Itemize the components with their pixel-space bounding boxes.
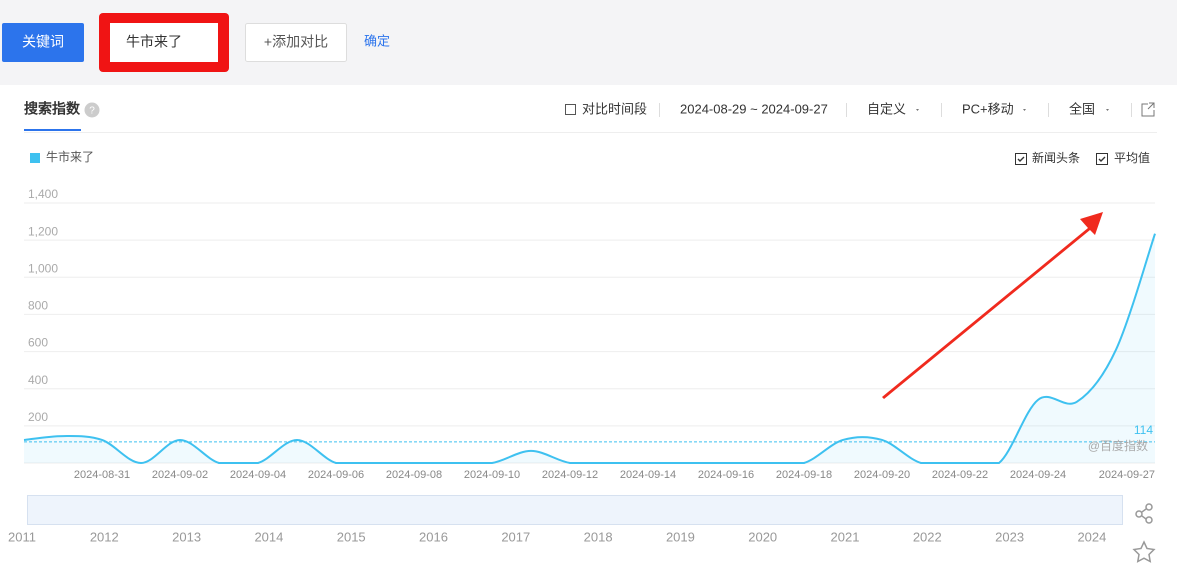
add-compare-button[interactable]: [245, 23, 347, 62]
x-tick-label: 2024-09-10: [464, 469, 520, 481]
checkbox[interactable]: [1096, 153, 1108, 165]
timeline-year: 2022: [913, 529, 942, 544]
keyword-button[interactable]: [2, 23, 84, 62]
share-icon[interactable]: [1135, 503, 1153, 524]
timeline-years: 2011 2012 2013 2014 2015 2016 2017 2018 2019 2020…: [8, 529, 1106, 544]
y-tick-label: 400: [28, 373, 48, 387]
y-tick-label: 200: [28, 410, 48, 424]
device-select[interactable]: PC+移动: [962, 101, 1014, 116]
region-select[interactable]: 全国: [1069, 101, 1095, 116]
timeline-year: 2023: [995, 529, 1024, 544]
x-tick-label: 2024-09-24: [1010, 469, 1066, 481]
date-range[interactable]: 2024-08-29 ~ 2024-09-27: [680, 101, 828, 116]
favorite-icon[interactable]: [1132, 540, 1156, 563]
compare-period[interactable]: 对比时间段: [582, 101, 647, 116]
timeline-year: 2020: [748, 529, 777, 544]
x-tick-label: 2024-09-14: [620, 469, 676, 481]
add-compare-text: +添加对比: [264, 34, 328, 50]
timeline-year: 2024: [1077, 529, 1106, 544]
checkbox[interactable]: [1015, 153, 1027, 165]
timeline-year: 2016: [419, 529, 448, 544]
y-tick-label: 600: [28, 336, 48, 350]
timeline-year: 2015: [337, 529, 366, 544]
x-tick-label: 2024-09-16: [698, 469, 754, 481]
timeline-year: 2014: [254, 529, 283, 544]
confirm-link[interactable]: 确定: [364, 33, 390, 48]
timeline-year: 2021: [831, 529, 860, 544]
x-tick-label: 2024-09-02: [152, 469, 208, 481]
y-tick-label: 1,200: [28, 224, 58, 238]
x-tick-label: 2024-09-20: [854, 469, 910, 481]
dropdown-arrow: [1023, 109, 1026, 111]
x-tick-label: 2024-09-27: [1099, 469, 1155, 481]
line: [23, 233, 1156, 465]
y-tick-label: 800: [28, 299, 48, 313]
keyword-input[interactable]: [110, 23, 218, 62]
timeline-year: 2013: [172, 529, 201, 544]
legend-swatch: [30, 153, 40, 163]
average-label: 114: [1134, 423, 1153, 437]
timeline-year: 2011: [8, 529, 36, 544]
annotation-arrow: [882, 212, 1103, 399]
timeline-brush[interactable]: [27, 495, 1123, 525]
checkbox[interactable]: [565, 104, 576, 115]
x-tick-label: 2024-09-18: [776, 469, 832, 481]
export-icon[interactable]: [1141, 102, 1155, 117]
keyword-text: 牛市来了: [126, 34, 182, 50]
dropdown-arrow: [916, 109, 919, 111]
plot: 200 400 600 800 1,000 1,200 1,400 2024-08-31 202…: [23, 187, 1156, 481]
legend-label: 牛市来了: [46, 149, 94, 164]
y-tick-label: 1,000: [28, 261, 58, 275]
help-icon-mark: ?: [89, 106, 95, 117]
x-tick-label: 2024-09-22: [932, 469, 988, 481]
area: [24, 233, 1155, 463]
watermark: @百度指数: [1088, 438, 1148, 453]
custom-select[interactable]: 自定义: [867, 101, 906, 116]
average-option[interactable]: 平均值: [1114, 150, 1150, 165]
tab-active[interactable]: 搜索指数: [24, 101, 81, 117]
help-icon[interactable]: [84, 102, 100, 118]
x-tick-label: 2024-08-31: [74, 469, 130, 481]
timeline-year: 2018: [584, 529, 613, 544]
dropdown-arrow: [1106, 109, 1109, 111]
check-mark: [1098, 156, 1106, 162]
x-tick-label: 2024-09-06: [308, 469, 364, 481]
news-option[interactable]: 新闻头条: [1032, 150, 1080, 165]
timeline-year: 2012: [90, 529, 119, 544]
x-tick-label: 2024-09-04: [230, 469, 286, 481]
timeline-year: 2017: [501, 529, 530, 544]
check-mark: [1017, 156, 1025, 162]
keyword-button-text: 关键词: [22, 34, 64, 50]
x-tick-label: 2024-09-08: [386, 469, 442, 481]
y-tick-label: 1,400: [28, 187, 58, 201]
tab-underline: [24, 129, 81, 131]
x-tick-label: 2024-09-12: [542, 469, 598, 481]
timeline-year: 2019: [666, 529, 695, 544]
